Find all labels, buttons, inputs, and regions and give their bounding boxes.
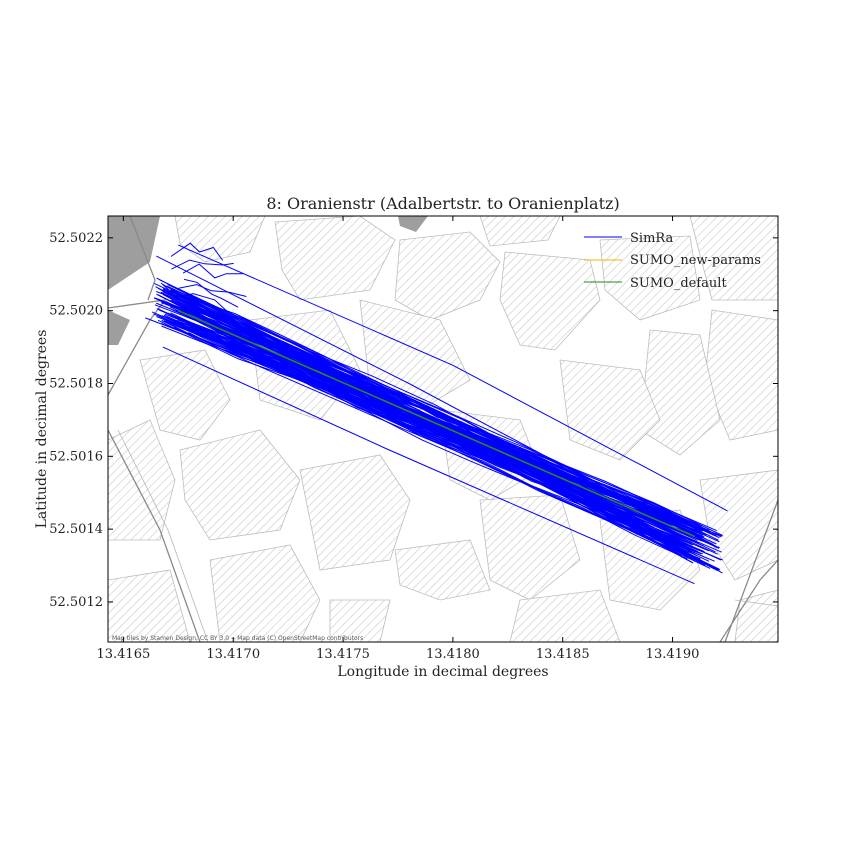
y-tick-label: 52.5014 [49,522,103,537]
y-tick-label: 52.5018 [49,376,103,391]
y-tick-label: 52.5022 [49,231,103,246]
legend-label-sumo-new-params: SUMO_new-params [630,253,761,268]
map-building [108,569,191,642]
simra-track [162,284,228,312]
map-road [108,299,167,396]
map-plaza [108,310,130,345]
x-tick-label: 13.4180 [426,647,480,662]
simra-track [159,295,702,531]
simra-track [170,242,224,261]
legend: SimRa SUMO_new-params SUMO_default [584,231,761,291]
map-road [724,499,778,642]
map-building [394,539,491,601]
map-road [129,216,156,301]
x-tick-label: 13.4165 [96,647,150,662]
map-road [117,429,209,642]
map-building [479,494,581,601]
map-attribution: Map tiles by Stamen Design, CC BY 3.0 --… [112,635,363,642]
simra-track [179,295,693,534]
plot-frame [107,215,779,643]
simra-track [183,278,239,308]
simra-track [171,314,694,537]
simra-track [173,326,711,569]
simra-track [161,325,700,544]
map-building [179,429,301,541]
x-axis: 13.4165 13.4170 13.4175 13.4180 13.4185 13.41… [96,216,699,662]
simra-track [183,304,694,564]
legend-label-sumo-default: SUMO_default [630,276,727,291]
x-tick-label: 13.4175 [316,647,370,662]
map-building [479,216,561,247]
simra-track [182,319,710,531]
map-road [734,599,778,607]
y-axis: 52.5012 52.5014 52.5016 52.5018 52.5020 52.50… [49,231,778,610]
chart-title: 8: Oranienstr (Adalbertstr. to Oranienpl… [266,194,619,213]
simra-track [154,304,710,560]
map-background [108,216,778,642]
x-tick-label: 13.4170 [206,647,260,662]
legend-label-simra: SimRa [630,231,673,246]
x-tick-label: 13.4190 [646,647,700,662]
map-building [299,454,411,571]
simra-track [188,301,704,531]
y-tick-label: 52.5016 [49,449,103,464]
simra-track [173,320,677,547]
map-building [394,231,501,321]
map-building [329,599,391,642]
simra-track [182,263,243,279]
simra-track [174,287,720,549]
simra-track [171,290,703,532]
y-tick-label: 52.5012 [49,595,103,610]
simra-track [162,346,695,585]
x-axis-label: Longitude in decimal degrees [337,664,548,680]
map-road [108,429,201,642]
simra-track [178,244,728,512]
map-plaza [398,216,428,232]
trajectory-layer [145,242,728,585]
map-building [274,216,396,301]
map-building [689,216,778,301]
map-building [509,589,621,642]
simra-track [180,294,689,523]
map-building [139,349,231,441]
simra-track [179,326,705,538]
map-plaza [108,216,160,290]
y-axis-label: Latitude in decimal degrees [34,330,50,529]
y-tick-label: 52.5020 [49,304,103,319]
x-tick-label: 13.4185 [536,647,590,662]
sumo-default-line [178,310,695,538]
simra-track [171,259,234,270]
simra-track [178,284,247,297]
map-building [209,544,321,642]
